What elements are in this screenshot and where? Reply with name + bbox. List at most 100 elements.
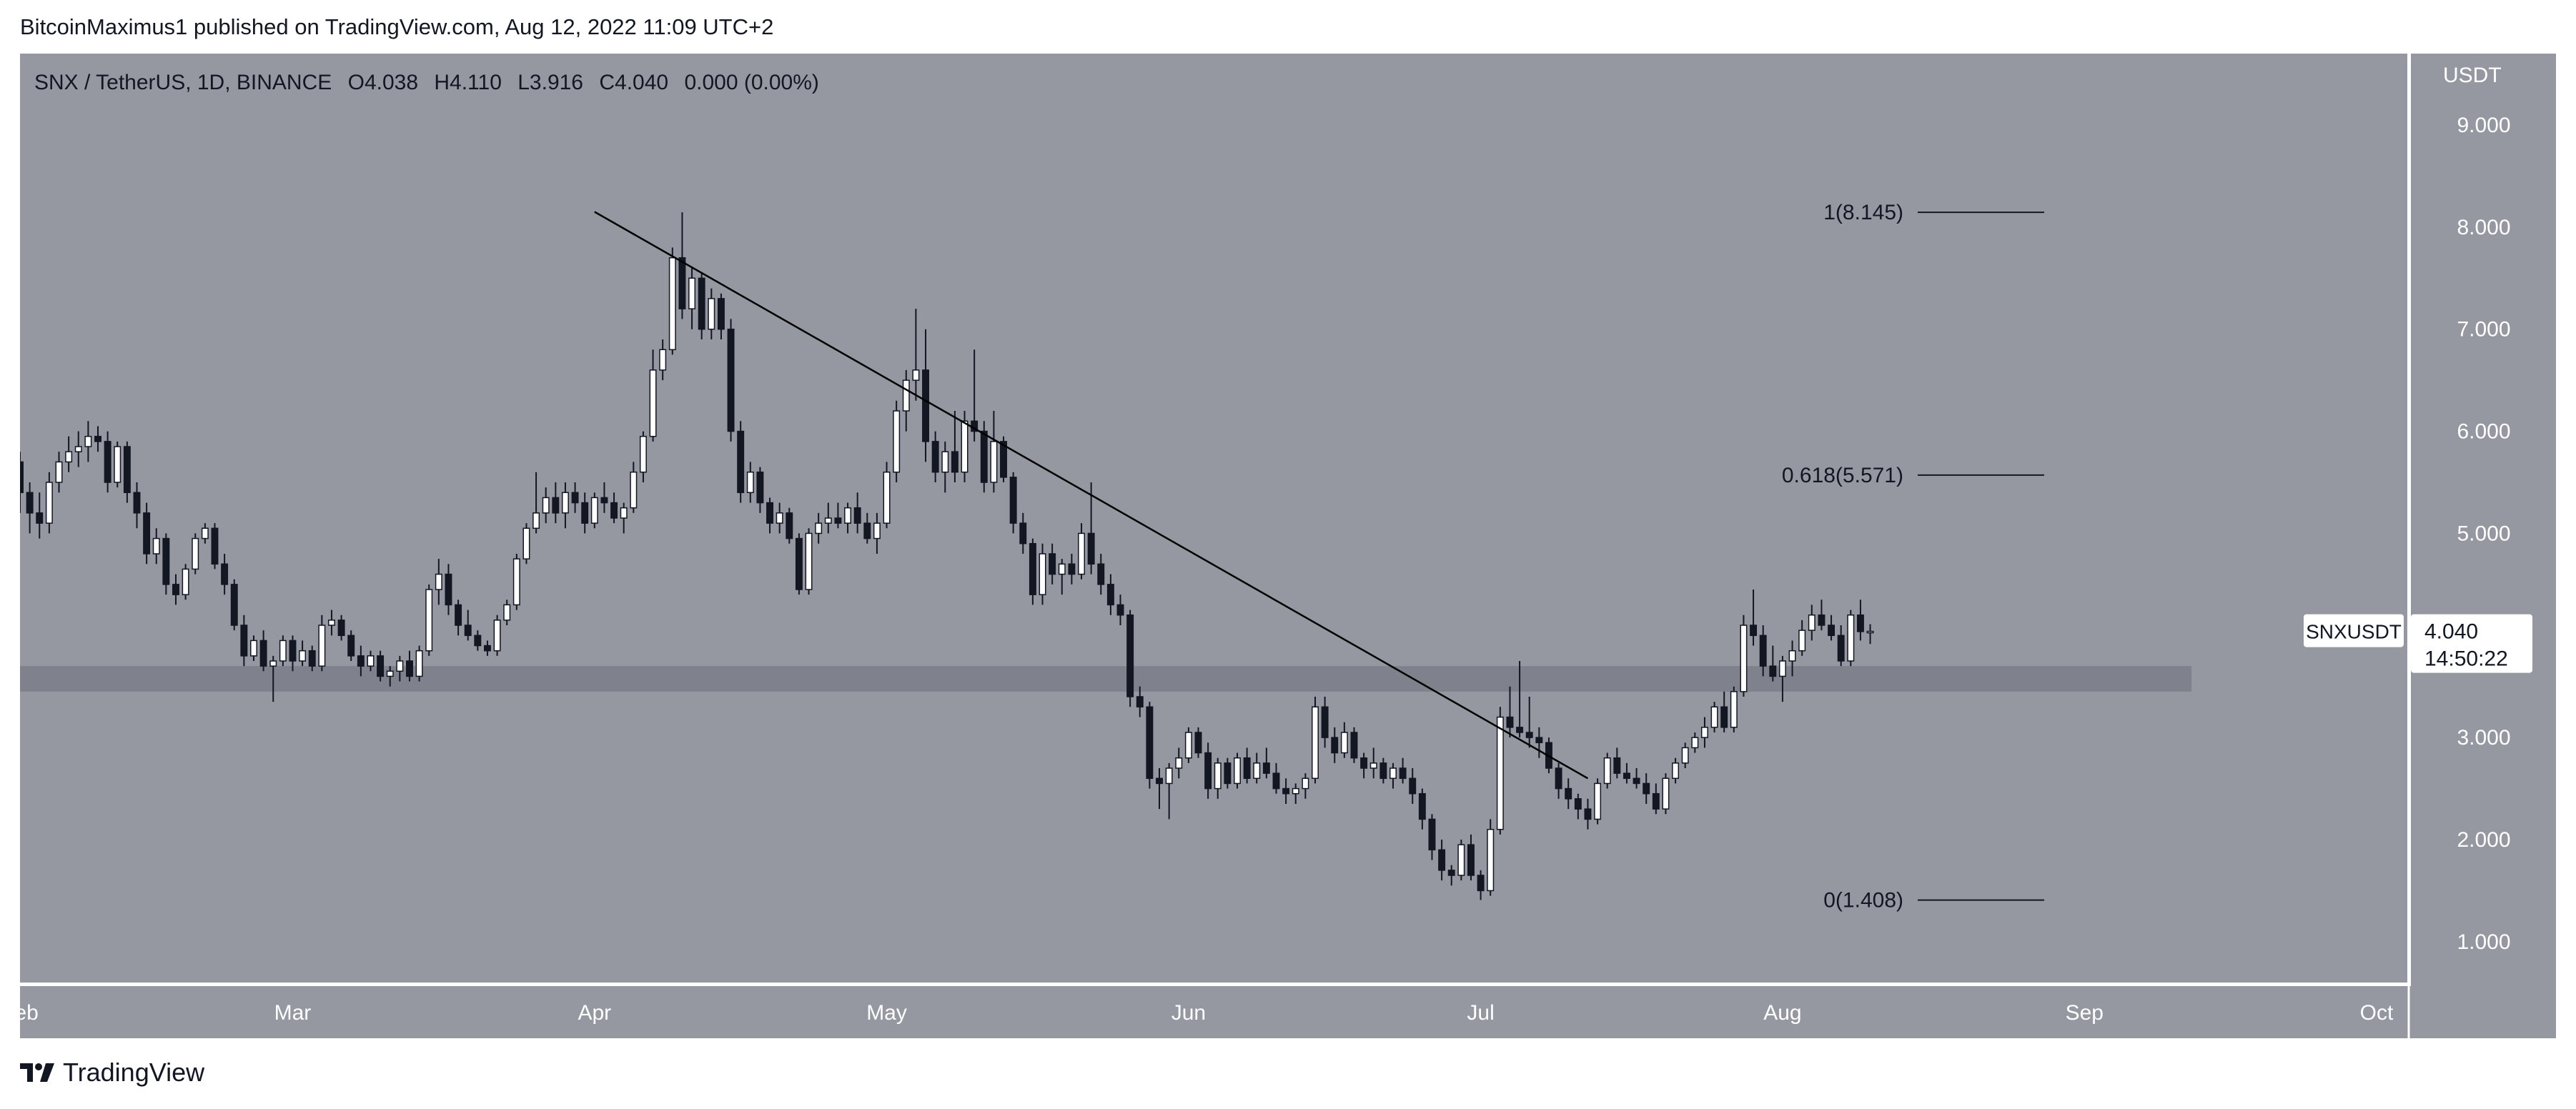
descending-trendline[interactable] (594, 211, 1589, 780)
time-tick-label: Sep (2066, 1001, 2104, 1025)
candle (84, 421, 92, 462)
candle (727, 319, 735, 442)
price-badge (2411, 614, 2532, 673)
candle (630, 462, 638, 513)
candle-body (1506, 716, 1514, 728)
candle-body (337, 620, 345, 637)
candle (1019, 512, 1027, 554)
candle (1097, 554, 1105, 595)
candle (65, 436, 73, 472)
candle (1565, 778, 1572, 810)
candle (922, 329, 930, 462)
high-value: 4.110 (450, 71, 502, 94)
candle (1282, 778, 1290, 804)
candle (318, 615, 326, 672)
candle (1331, 727, 1339, 763)
candle-body (162, 537, 170, 585)
candle (1379, 757, 1387, 784)
candle (1633, 768, 1640, 789)
candle-body (327, 620, 335, 626)
candle (931, 431, 939, 482)
candle-body (1243, 757, 1251, 780)
candle (1516, 661, 1524, 738)
candle-body (863, 522, 871, 539)
time-axis-ticks: Feb Mar Apr May Jun Jul Aug Sep Oct (20, 1001, 2394, 1025)
candle (455, 600, 462, 636)
candle-body (1477, 875, 1485, 892)
candle (396, 655, 404, 682)
candle-body (1009, 477, 1017, 524)
fib-level-label: 0(1.408) (1823, 889, 1903, 912)
candle-body (474, 635, 482, 647)
candle (853, 492, 861, 534)
candle-body (464, 625, 472, 637)
candle (571, 482, 579, 513)
candle (1272, 762, 1280, 794)
price-tick-label: 6.000 (2457, 420, 2510, 444)
candle-body (1613, 757, 1621, 774)
candle (756, 467, 764, 513)
candle-body (805, 532, 813, 590)
candle (230, 579, 238, 631)
candle-body (1710, 706, 1718, 728)
candle (143, 502, 151, 565)
candle (893, 400, 901, 482)
candle (912, 309, 920, 401)
candle-body (990, 441, 998, 483)
candle (1759, 625, 1767, 677)
candle-body (1418, 792, 1426, 820)
candle (464, 610, 472, 641)
candle-body (1087, 532, 1095, 565)
candle-body (201, 527, 209, 539)
candle (1866, 624, 1874, 645)
candle (182, 564, 189, 600)
candle-body (659, 349, 667, 371)
candle-body (1496, 716, 1504, 830)
candle-body (1525, 732, 1533, 738)
candle (20, 452, 24, 513)
candle-body (1759, 635, 1767, 667)
candle (1389, 762, 1397, 789)
candle-body (279, 640, 287, 662)
time-tick-label: Feb (20, 1001, 39, 1025)
candle-body (834, 517, 842, 524)
support-zone[interactable] (20, 666, 2192, 692)
candle (1447, 865, 1455, 886)
candle (1292, 783, 1299, 804)
price-tick-label: 5.000 (2457, 522, 2510, 545)
price-chart[interactable]: 1(8.145) 0.618(5.571) 0(1.408) SNX / Tethe… (20, 54, 2556, 1038)
last-price-marker: SNXUSDT 4.040 14:50:22 (2304, 614, 2532, 673)
fib-level-label: 0.618(5.571) (1782, 464, 1903, 487)
candle (377, 650, 385, 682)
price-tick-label: 8.000 (2457, 216, 2510, 239)
candle-body (152, 537, 160, 554)
candle (1234, 752, 1241, 789)
candle-body (795, 537, 803, 590)
candle-body (1584, 808, 1592, 820)
candle-body (1847, 614, 1855, 662)
symbol-badge-text: SNXUSDT (2306, 621, 2402, 643)
candle-body (289, 640, 297, 662)
candle-body (1000, 441, 1007, 478)
candle-body (931, 441, 939, 473)
symbol-info: SNX / TetherUS, 1D, BINANCE O4.038 H4.11… (34, 71, 819, 94)
candle (250, 635, 257, 661)
candle-body (639, 435, 647, 473)
fib-level-label: 1(8.145) (1823, 201, 1903, 224)
candle-body (182, 568, 189, 595)
time-axis-background (20, 986, 2411, 1038)
candle-body (114, 446, 122, 483)
candle (1623, 762, 1630, 784)
candle-body (1535, 737, 1543, 744)
candle (327, 610, 335, 636)
candle-body (1369, 762, 1377, 769)
candle-body (483, 645, 491, 652)
candle-body (104, 441, 112, 483)
chart-area[interactable]: 1(8.145) 0.618(5.571) 0(1.408) SNX / Tethe… (20, 54, 2556, 1038)
time-tick-label: Aug (1763, 1001, 1801, 1025)
candle (620, 502, 628, 534)
candle (1049, 543, 1056, 585)
candle-body (259, 640, 267, 667)
candle (1087, 482, 1095, 575)
candle-body (1350, 732, 1358, 759)
